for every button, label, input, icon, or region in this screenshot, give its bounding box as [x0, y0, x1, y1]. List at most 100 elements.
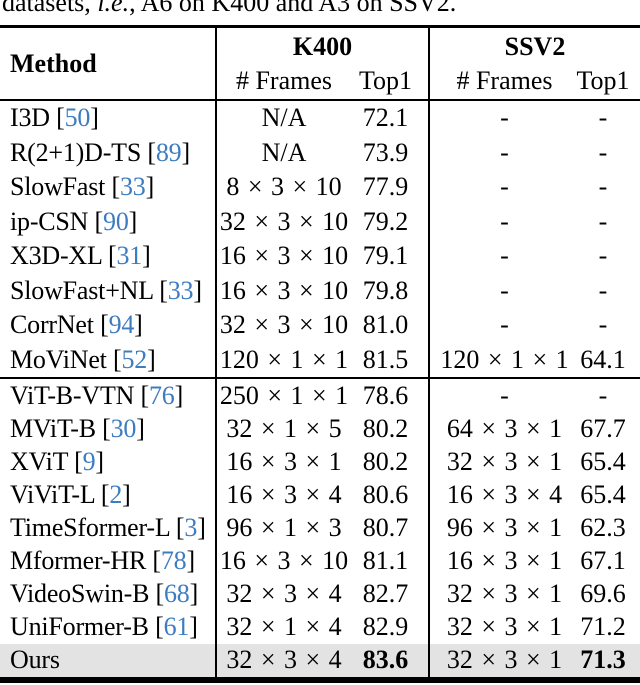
citation-link[interactable]: 9: [82, 446, 96, 476]
ssv2-frames-cell: -: [500, 172, 509, 202]
method-cell: ViViT-L [2]: [0, 480, 216, 510]
citation-bracket: ]: [136, 413, 145, 443]
ssv2-frames-cell: 32 × 3 × 1: [446, 612, 563, 642]
table-row: XViT [9] 16 × 3 × 1 80.2 32 × 3 × 1 65.4: [0, 445, 640, 478]
ssv2-top1-cell: -: [598, 172, 608, 202]
table-row: SlowFast [33] 8 × 3 × 10 77.9 - -: [0, 170, 640, 205]
citation-link[interactable]: 94: [108, 310, 135, 340]
method-name: I3D [: [10, 103, 65, 133]
method-cell: MViT-B [30]: [0, 414, 216, 444]
ssv2-frames-cell: -: [500, 137, 509, 167]
table-row: ViViT-L [2] 16 × 3 × 4 80.6 16 × 3 × 4 65.4: [0, 478, 640, 511]
column-header-k400-frames: # Frames: [235, 65, 333, 95]
citation-link[interactable]: 52: [121, 344, 148, 374]
k400-frames-cell: 32 × 3 × 4: [226, 579, 342, 609]
k400-top1-cell: 79.8: [362, 275, 409, 305]
k400-top1-cell: 82.9: [362, 612, 409, 642]
column-header-ssv2-top1: Top1: [576, 65, 630, 95]
ssv2-top1-cell: -: [598, 103, 608, 133]
table-body-transformers: ViT-B-VTN [76] 250 × 1 × 1 78.6- - MViT-B [3…: [0, 379, 640, 677]
citation-link[interactable]: 50: [64, 103, 91, 133]
k400-top1-cell: 78.6: [362, 380, 409, 410]
ssv2-frames-cell: 16 × 3 × 4: [446, 479, 563, 509]
ssv2-frames-cell: 16 × 3 × 1: [446, 546, 563, 576]
method-cell: I3D [50]: [0, 103, 216, 133]
method-name: XViT [: [10, 446, 83, 476]
citation-bracket: ]: [95, 446, 104, 476]
citation-link[interactable]: 33: [119, 172, 146, 202]
citation-link[interactable]: 89: [155, 137, 182, 167]
citation-link[interactable]: 3: [184, 512, 198, 542]
k400-frames-cell: 16 × 3 × 10: [219, 241, 349, 271]
citation-link[interactable]: 90: [103, 206, 129, 236]
ssv2-top1-cell: 65.4: [580, 479, 626, 509]
method-name: ViT-B-VTN [: [10, 380, 149, 410]
method-name: VideoSwin-B [: [10, 579, 164, 609]
ssv2-top1-cell: 69.6: [580, 579, 626, 609]
ssv2-frames-cell: 32 × 3 × 1: [446, 645, 563, 675]
table-row: CorrNet [94] 32 × 3 × 10 81.0- -: [0, 308, 640, 343]
k400-frames-cell: 32 × 1 × 4: [226, 612, 342, 642]
table-row: MoViNet [52] 120 × 1 × 1 81.5 120 × 1 × 1 64…: [0, 343, 640, 378]
k400-frames-cell: 120 × 1 × 1: [219, 344, 349, 374]
method-cell: ViT-B-VTN [76]: [0, 381, 216, 411]
ssv2-top1-cell: -: [598, 137, 608, 167]
table-row: Ours 32 × 3 × 4 83.6 32 × 3 × 1 71.3: [0, 643, 640, 677]
k400-frames-cell: 8 × 3 × 10: [226, 172, 342, 202]
table-row: ip-CSN [90] 32 × 3 × 10 79.2- -: [0, 205, 640, 240]
citation-link[interactable]: 2: [109, 479, 123, 509]
method-cell: XViT [9]: [0, 447, 216, 477]
ssv2-top1-cell: 67.1: [580, 546, 626, 576]
citation-bracket: ]: [193, 275, 202, 305]
k400-top1-cell: 81.0: [362, 310, 409, 340]
k400-frames-cell: 32 × 3 × 10: [219, 206, 349, 236]
k400-frames-cell: 32 × 3 × 4: [226, 645, 342, 675]
citation-bracket: ]: [197, 512, 206, 542]
caption-post: , A6 on K400 and A3 on SSV2.: [129, 0, 457, 17]
ssv2-top1-cell: 65.4: [580, 446, 626, 476]
method-cell: UniFormer-B [61]: [0, 612, 216, 642]
citation-link[interactable]: 61: [163, 612, 190, 642]
method-name: MoViNet [: [10, 344, 122, 374]
group-separator-rule: [0, 377, 640, 379]
table-row: ViT-B-VTN [76] 250 × 1 × 1 78.6- -: [0, 379, 640, 412]
citation-link[interactable]: 31: [116, 241, 143, 271]
ssv2-top1-cell: 67.7: [580, 413, 626, 443]
ssv2-frames-cell: 32 × 3 × 1: [446, 446, 563, 476]
method-cell: MoViNet [52]: [0, 345, 216, 375]
citation-link[interactable]: 33: [167, 275, 194, 305]
table-row: TimeSformer-L [3] 96 × 1 × 3 80.7 96 × 3 × …: [0, 511, 640, 544]
citation-link[interactable]: 76: [149, 380, 175, 410]
k400-top1-cell: 73.9: [362, 137, 409, 167]
table-row: VideoSwin-B [68] 32 × 3 × 4 82.7 32 × 3 × 1…: [0, 578, 640, 611]
k400-top1-cell: 79.2: [362, 206, 409, 236]
k400-top1-cell: 80.7: [362, 512, 409, 542]
method-cell: SlowFast+NL [33]: [0, 276, 216, 306]
ssv2-frames-cell: -: [500, 206, 509, 236]
table-row: MViT-B [30] 32 × 1 × 5 80.2 64 × 3 × 1 67.7: [0, 412, 640, 445]
k400-top1-cell: 82.7: [362, 579, 409, 609]
ssv2-top1-cell: -: [598, 241, 608, 271]
column-divider-right: [428, 28, 430, 677]
table-row: I3D [50] N/A 72.1 - -: [0, 101, 640, 136]
table-row: X3D-XL [31] 16 × 3 × 10 79.1- -: [0, 239, 640, 274]
table-row: UniFormer-B [61] 32 × 1 × 4 82.9 32 × 3 × 1…: [0, 611, 640, 644]
caption-ie: i.e.: [97, 0, 130, 17]
k400-top1-cell: 81.5: [362, 344, 409, 374]
k400-frames-cell: 16 × 3 × 10: [219, 275, 349, 305]
citation-link[interactable]: 68: [164, 579, 190, 609]
citation-link[interactable]: 78: [160, 546, 187, 576]
k400-top1-cell: 79.1: [362, 241, 409, 271]
ssv2-frames-cell: -: [500, 275, 509, 305]
method-name: TimeSformer-L [: [10, 512, 185, 542]
method-name: ViViT-L [: [10, 479, 110, 509]
k400-top1-cell: 80.2: [362, 413, 409, 443]
citation-bracket: ]: [186, 546, 195, 576]
citation-bracket: ]: [189, 612, 198, 642]
citation-link[interactable]: 30: [110, 413, 137, 443]
table-row: Mformer-HR [78] 16 × 3 × 10 81.1 16 × 3 × 1…: [0, 545, 640, 578]
column-divider-left: [215, 28, 217, 677]
citation-bracket: ]: [90, 103, 99, 133]
k400-top1-cell: 83.6: [362, 645, 409, 675]
table-top-rule: [0, 25, 640, 28]
